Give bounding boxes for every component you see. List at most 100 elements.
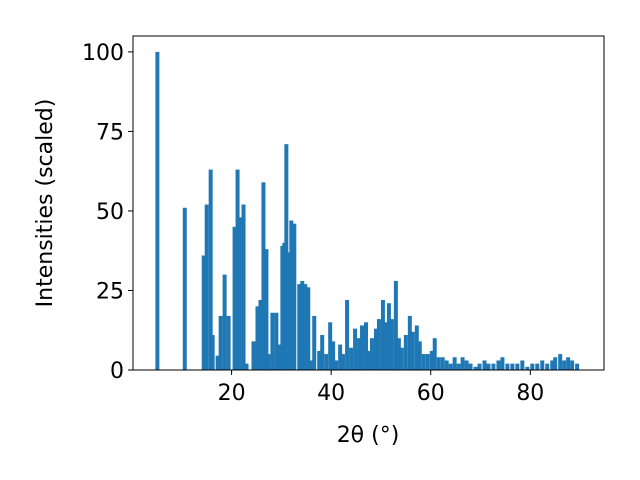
bar <box>286 252 291 370</box>
bar <box>360 325 365 370</box>
bar <box>320 335 325 370</box>
y-tick-label: 25 <box>96 279 124 304</box>
bar <box>486 363 491 370</box>
bar <box>380 300 385 370</box>
bar <box>376 319 381 370</box>
bar <box>425 354 430 370</box>
bar <box>473 366 478 370</box>
bar <box>452 357 457 370</box>
bar <box>468 363 473 370</box>
bar <box>566 357 571 370</box>
bar <box>264 249 269 370</box>
bar <box>410 331 415 370</box>
bar <box>448 363 453 370</box>
bar <box>255 306 260 370</box>
bar <box>270 312 275 370</box>
bar <box>520 360 525 370</box>
bar <box>182 207 187 370</box>
bar <box>210 335 215 370</box>
bar <box>369 338 374 370</box>
bar <box>341 354 346 370</box>
bar <box>155 51 160 371</box>
bar <box>421 354 426 370</box>
bar <box>399 347 404 370</box>
bar <box>204 204 209 370</box>
bar <box>414 325 419 370</box>
bar <box>258 300 263 370</box>
bar <box>403 335 408 370</box>
bar <box>232 226 237 370</box>
bar <box>383 322 388 370</box>
bar <box>396 338 401 370</box>
bar <box>328 322 333 370</box>
bar <box>562 360 567 370</box>
bar <box>464 360 469 370</box>
bar <box>444 360 449 370</box>
bar <box>393 280 398 370</box>
bar <box>436 357 441 370</box>
bar <box>349 347 354 370</box>
y-tick-label: 100 <box>82 41 124 66</box>
bar <box>515 363 520 370</box>
bar <box>491 363 496 370</box>
bar <box>338 344 343 370</box>
bar <box>331 341 336 370</box>
bar <box>505 363 510 370</box>
bar <box>535 363 540 370</box>
bar <box>222 274 227 370</box>
bar <box>477 363 482 370</box>
bar <box>261 182 266 370</box>
bar <box>545 363 550 370</box>
y-tick-label: 50 <box>96 200 124 225</box>
bar <box>289 220 294 370</box>
bar <box>364 322 369 370</box>
bar <box>226 315 231 370</box>
bar <box>429 350 434 370</box>
bar <box>201 255 206 370</box>
bar <box>353 328 358 370</box>
bar <box>218 315 223 370</box>
bar <box>550 360 555 370</box>
bar <box>496 360 501 370</box>
bar <box>456 363 461 370</box>
bar <box>237 217 242 370</box>
bar <box>266 354 271 370</box>
y-tick-label: 75 <box>96 120 124 145</box>
bar <box>306 287 311 370</box>
y-axis-label: Intensities (scaled) <box>33 99 58 308</box>
bar <box>440 357 445 370</box>
x-axis-label: 2θ (°) <box>337 423 400 448</box>
bar <box>244 363 249 370</box>
bar <box>367 350 371 370</box>
bar <box>500 357 505 370</box>
plot-frame <box>132 35 605 371</box>
bar <box>345 300 350 370</box>
bar <box>530 363 535 370</box>
x-tick-label: 40 <box>317 381 345 406</box>
bar <box>386 303 391 370</box>
bar <box>300 280 305 370</box>
bar <box>432 338 437 370</box>
y-tick-label: 0 <box>110 359 124 384</box>
bar <box>558 354 563 370</box>
bar <box>570 360 575 370</box>
bar <box>274 312 279 370</box>
x-tick-label: 20 <box>218 381 246 406</box>
bar <box>292 223 297 370</box>
bar <box>312 315 317 370</box>
bar <box>525 366 530 370</box>
bar <box>357 338 362 370</box>
bar <box>373 328 378 370</box>
x-tick-label: 80 <box>516 381 544 406</box>
bar <box>241 204 246 370</box>
bar <box>309 360 314 370</box>
bar <box>407 315 412 370</box>
x-tick-label: 60 <box>417 381 445 406</box>
bar <box>277 344 282 370</box>
bar <box>389 319 394 370</box>
bar <box>417 341 422 370</box>
bar <box>334 360 339 370</box>
bar <box>324 354 329 370</box>
bar <box>251 341 256 370</box>
